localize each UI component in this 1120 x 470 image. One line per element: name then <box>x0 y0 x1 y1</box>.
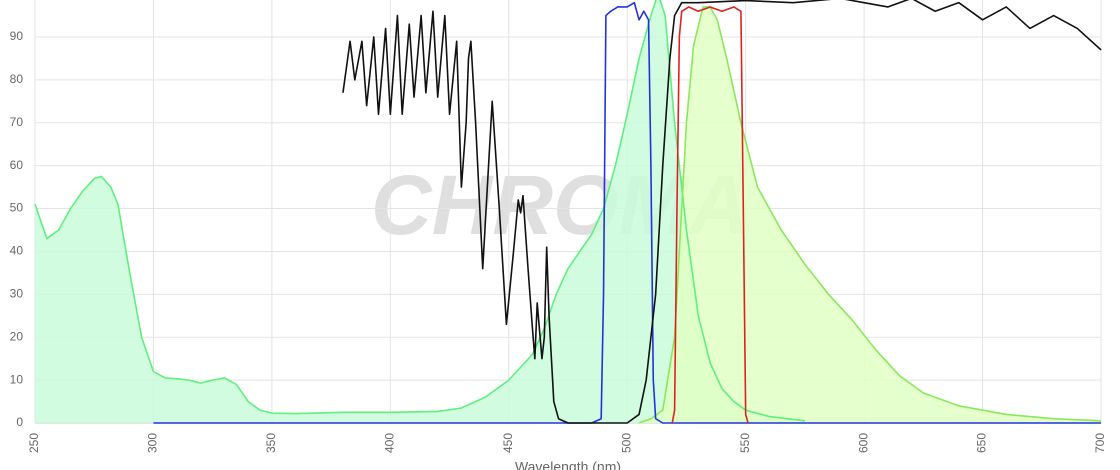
y-tick-label: 10 <box>10 372 24 386</box>
area <box>639 6 1101 423</box>
y-tick-label: 90 <box>10 29 24 43</box>
line <box>671 6 749 424</box>
y-tick-label: 40 <box>10 244 24 258</box>
y-tick-label: 20 <box>10 329 24 343</box>
x-tick-label: 600 <box>856 433 870 453</box>
x-tick-label: 650 <box>975 433 989 453</box>
line <box>34 0 805 422</box>
x-tick-label: 350 <box>264 433 278 453</box>
y-tick-label: 0 <box>16 415 23 429</box>
area <box>35 0 805 423</box>
x-tick-label: 250 <box>27 433 41 453</box>
x-tick-label: 300 <box>146 433 160 453</box>
x-tick-label: 450 <box>501 433 515 453</box>
y-tick-label: 70 <box>10 115 24 129</box>
x-axis-label: Wavelength (nm) <box>515 459 621 470</box>
x-tick-label: 400 <box>383 433 397 453</box>
y-tick-label: 60 <box>10 158 24 172</box>
x-tick-label: 500 <box>619 433 633 453</box>
line <box>153 1 1101 424</box>
x-tick-label: 700 <box>1093 433 1107 453</box>
y-tick-label: 50 <box>10 201 24 215</box>
y-tick-label: 30 <box>10 287 24 301</box>
line <box>638 6 1102 424</box>
y-tick-label: 80 <box>10 72 24 86</box>
line <box>342 0 1102 424</box>
x-tick-label: 550 <box>738 433 752 453</box>
